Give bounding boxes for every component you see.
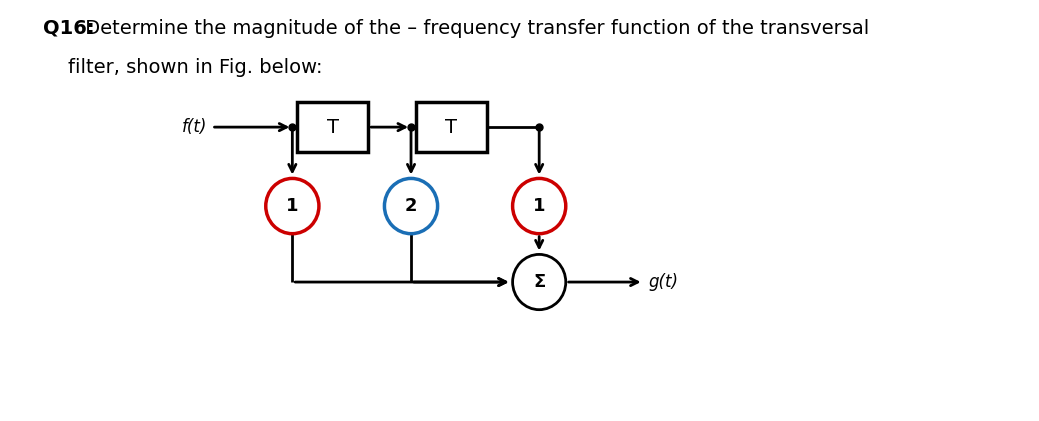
Text: T: T (326, 117, 339, 137)
Circle shape (512, 254, 566, 310)
Text: 2: 2 (405, 197, 418, 215)
Text: g(t): g(t) (648, 273, 678, 291)
Text: Σ: Σ (533, 273, 545, 291)
Text: filter, shown in Fig. below:: filter, shown in Fig. below: (43, 58, 322, 77)
Text: 1: 1 (286, 197, 298, 215)
Circle shape (512, 179, 566, 234)
FancyBboxPatch shape (416, 102, 487, 152)
Text: 1: 1 (533, 197, 545, 215)
FancyBboxPatch shape (297, 102, 368, 152)
Text: Q16:: Q16: (43, 19, 95, 37)
Text: f(t): f(t) (182, 118, 207, 136)
Circle shape (384, 179, 437, 234)
Text: Determine the magnitude of the – frequency transfer function of the transversal: Determine the magnitude of the – frequen… (79, 19, 869, 37)
Circle shape (266, 179, 319, 234)
Text: T: T (446, 117, 457, 137)
